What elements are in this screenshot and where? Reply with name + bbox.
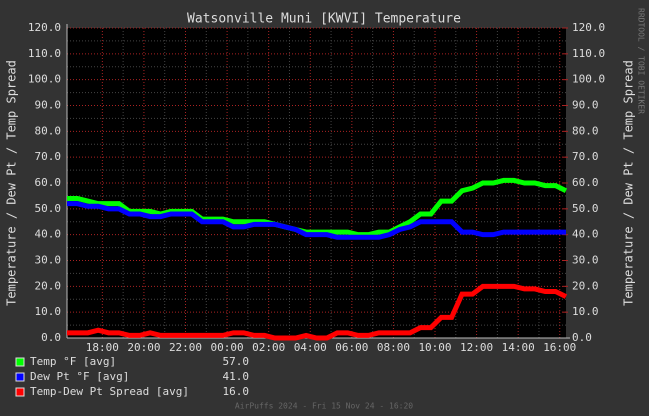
y2-tick-label: 120.0 <box>572 21 605 34</box>
footer: AirPuffs 2024 - Fri 15 Nov 24 - 16:20 <box>235 402 413 411</box>
watermark: RRDTOOL / TOBI OETIKER <box>637 8 646 114</box>
y-tick-label: 40.0 <box>35 228 62 241</box>
y-tick-label: 70.0 <box>35 150 62 163</box>
y-tick-label: 0.0 <box>41 331 61 344</box>
y2-tick-label: 90.0 <box>572 99 599 112</box>
x-tick-label: 12:00 <box>460 341 493 354</box>
y2-axis-label: Temperature / Dew Pt / Temp Spread <box>622 60 636 306</box>
legend-value: 16.0 <box>223 385 250 398</box>
y2-tick-label: 20.0 <box>572 279 599 292</box>
y-axis-label: Temperature / Dew Pt / Temp Spread <box>5 60 19 306</box>
y2-tick-label: 70.0 <box>572 150 599 163</box>
x-tick-label: 02:00 <box>252 341 285 354</box>
y2-tick-label: 80.0 <box>572 124 599 137</box>
x-tick-label: 20:00 <box>127 341 160 354</box>
y-tick-label: 110.0 <box>28 47 61 60</box>
y2-tick-label: 50.0 <box>572 202 599 215</box>
y2-tick-label: 100.0 <box>572 73 605 86</box>
legend-label: Temp-Dew Pt Spread [avg] <box>30 385 189 398</box>
y-tick-label: 10.0 <box>35 305 62 318</box>
y2-tick-label: 40.0 <box>572 228 599 241</box>
y-tick-label: 80.0 <box>35 124 62 137</box>
y-tick-label: 100.0 <box>28 73 61 86</box>
series-line <box>67 177 568 238</box>
y-tick-label: 50.0 <box>35 202 62 215</box>
series-line <box>67 201 566 240</box>
y2-tick-label: 60.0 <box>572 176 599 189</box>
y2-tick-label: 110.0 <box>572 47 605 60</box>
x-tick-label: 00:00 <box>211 341 244 354</box>
x-tick-label: 08:00 <box>377 341 410 354</box>
legend-label: Dew Pt °F [avg] <box>30 370 129 383</box>
legend-swatch <box>15 357 25 367</box>
x-tick-label: 04:00 <box>294 341 327 354</box>
legend-value: 57.0 <box>223 355 250 368</box>
legend-swatch <box>15 387 25 397</box>
y2-tick-label: 10.0 <box>572 305 599 318</box>
legend-swatch <box>15 372 25 382</box>
y-tick-label: 60.0 <box>35 176 62 189</box>
x-tick-label: 16:00 <box>543 341 576 354</box>
legend-label: Temp °F [avg] <box>30 355 116 368</box>
y-tick-label: 30.0 <box>35 254 62 267</box>
y-tick-label: 20.0 <box>35 279 62 292</box>
y2-tick-label: 0.0 <box>572 331 592 344</box>
y-tick-label: 90.0 <box>35 99 62 112</box>
y2-tick-label: 30.0 <box>572 254 599 267</box>
legend-value: 41.0 <box>223 370 250 383</box>
x-tick-label: 18:00 <box>86 341 119 354</box>
y-tick-label: 120.0 <box>28 21 61 34</box>
x-tick-label: 14:00 <box>502 341 535 354</box>
x-tick-label: 10:00 <box>418 341 451 354</box>
x-tick-label: 06:00 <box>335 341 368 354</box>
series-line <box>67 283 568 341</box>
x-tick-label: 22:00 <box>169 341 202 354</box>
chart-title: Watsonville Muni [KWVI] Temperature <box>187 12 461 27</box>
